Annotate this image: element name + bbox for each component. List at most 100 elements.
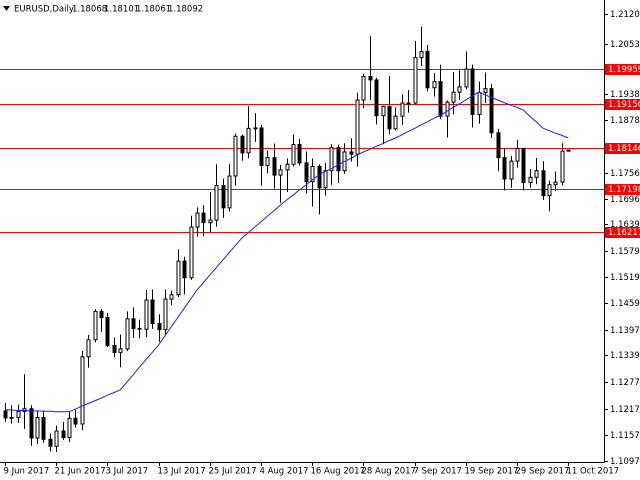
candle-body xyxy=(457,86,462,93)
candle-body xyxy=(73,417,78,425)
candle-body xyxy=(425,51,430,89)
candle-body xyxy=(297,144,302,164)
candle-body xyxy=(118,348,123,353)
candle-body xyxy=(323,170,328,189)
x-tick-label: 25 Jul 2017 xyxy=(209,467,257,477)
x-tick-label: 16 Aug 2017 xyxy=(311,467,365,477)
candle-body xyxy=(502,157,507,180)
candle-body xyxy=(304,162,309,183)
candle-body xyxy=(137,327,142,330)
candle-body xyxy=(61,430,66,439)
candle-body xyxy=(86,339,91,358)
candle-body xyxy=(265,157,270,166)
candle-body xyxy=(553,181,558,186)
level-label-box xyxy=(605,184,640,195)
candle-body xyxy=(157,323,162,331)
candle-body xyxy=(464,68,469,88)
candle-body xyxy=(9,416,14,419)
candle-body xyxy=(541,170,546,197)
y-tick-label: 1.13395 xyxy=(610,351,640,361)
candle-body xyxy=(406,102,411,105)
candle-body xyxy=(163,298,168,331)
candle-body xyxy=(99,310,104,318)
candle-body xyxy=(144,299,149,330)
candle-body xyxy=(432,81,437,89)
candle-body xyxy=(169,294,174,300)
candle-body xyxy=(534,170,539,178)
candle-body xyxy=(285,163,290,171)
candle-body xyxy=(208,219,213,224)
x-tick-label: 21 Jun 2017 xyxy=(55,467,106,477)
candle-body xyxy=(336,147,341,172)
level-label-box xyxy=(605,143,640,154)
candle-body xyxy=(54,430,59,447)
x-tick-label: 13 Jul 2017 xyxy=(158,467,206,477)
candle-body xyxy=(221,185,226,209)
header-high: 1.18101 xyxy=(104,5,139,15)
level-label: 1.18146 xyxy=(608,144,640,154)
header-open: 1.18068 xyxy=(72,5,107,15)
candle-body xyxy=(445,101,450,117)
candle-body xyxy=(195,212,200,228)
candle-body xyxy=(361,75,366,101)
x-tick-label: 7 Sep 2017 xyxy=(414,467,462,477)
candle-body xyxy=(278,169,283,176)
candle-body xyxy=(16,410,21,418)
candle-body xyxy=(387,106,392,130)
candle-body xyxy=(93,310,98,341)
y-tick-label: 1.16390 xyxy=(610,220,640,230)
candle-body xyxy=(105,316,110,346)
chart-title: EURUSD,Daily xyxy=(14,5,74,15)
candle-body xyxy=(413,57,418,104)
y-tick-label: 1.15790 xyxy=(610,247,640,257)
candle-body xyxy=(214,185,219,221)
level-label-box xyxy=(605,64,640,75)
candle-body xyxy=(240,135,245,154)
candle-body xyxy=(329,147,334,172)
candle-body xyxy=(176,260,181,296)
candle-body xyxy=(438,81,443,117)
candle-body xyxy=(368,75,373,81)
candle-body xyxy=(48,438,53,447)
candle-body xyxy=(201,212,206,224)
candle-body xyxy=(246,127,251,154)
y-tick-label: 1.18780 xyxy=(610,116,640,126)
y-tick-label: 1.17560 xyxy=(610,169,640,179)
candle-body xyxy=(41,416,46,440)
candle-body xyxy=(80,356,85,425)
candle-body xyxy=(496,132,501,159)
y-tick-label: 1.13975 xyxy=(610,326,640,336)
candle-body xyxy=(451,91,456,103)
y-tick-label: 1.10975 xyxy=(610,457,640,467)
y-tick-label: 1.14590 xyxy=(610,299,640,309)
y-tick-label: 1.16965 xyxy=(610,195,640,205)
level-label-box xyxy=(605,99,640,110)
candle-body xyxy=(125,318,130,350)
x-tick-label: 9 Jun 2017 xyxy=(4,467,50,477)
header-low: 1.18061 xyxy=(136,5,171,15)
candle-body xyxy=(349,151,354,155)
y-tick-label: 1.15190 xyxy=(610,273,640,283)
candle-body xyxy=(483,88,488,94)
x-tick-label: 4 Aug 2017 xyxy=(260,467,309,477)
candle-body xyxy=(253,127,258,130)
candle-body xyxy=(515,147,520,162)
candle-body xyxy=(310,165,315,183)
candle-body xyxy=(381,106,386,117)
level-label: 1.19150 xyxy=(608,100,640,110)
y-tick-label: 1.20530 xyxy=(610,40,640,50)
y-tick-label: 1.12775 xyxy=(610,378,640,388)
y-tick-label: 1.11575 xyxy=(610,431,640,441)
y-tick-label: 1.19380 xyxy=(610,90,640,100)
menu-triangle[interactable] xyxy=(3,6,10,11)
candle-body xyxy=(560,150,565,183)
candle-body xyxy=(3,410,8,419)
candle-body xyxy=(400,102,405,117)
candle-body xyxy=(521,147,526,184)
candle-body xyxy=(566,149,571,152)
candle-body xyxy=(259,127,264,166)
candle-body xyxy=(29,408,34,439)
